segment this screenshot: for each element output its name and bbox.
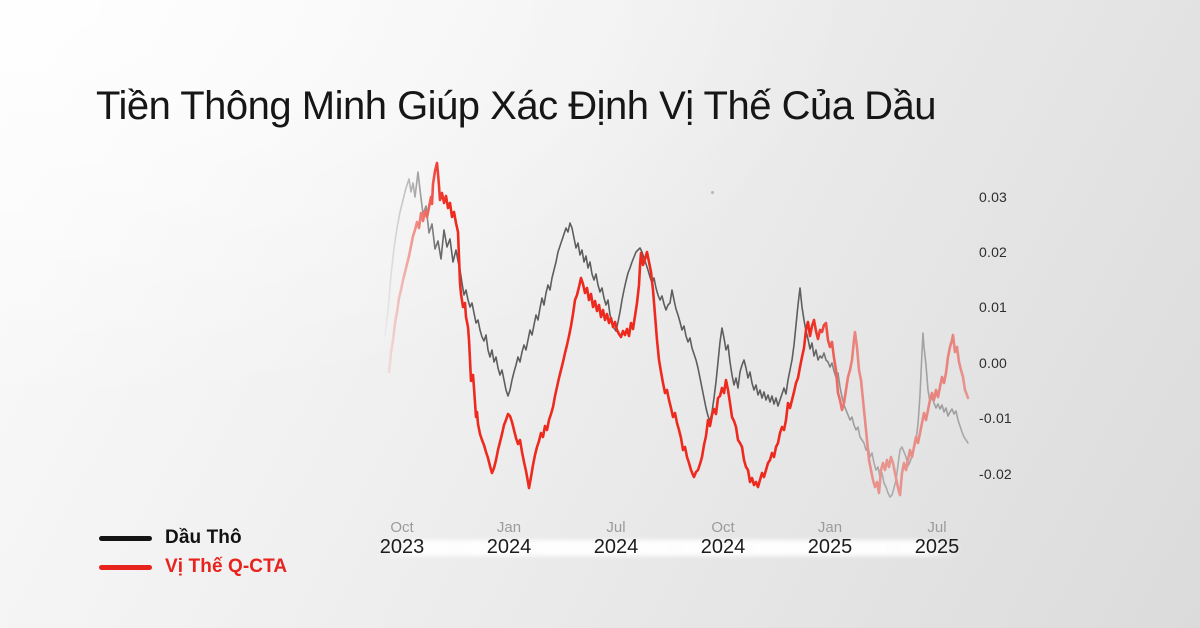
x-tick-month: Oct [390, 519, 414, 536]
x-tick-month: Jan [496, 519, 522, 536]
qcta-position-line [387, 161, 970, 497]
legend-line-swatch [99, 535, 152, 541]
x-tick-month: Jul [606, 519, 626, 536]
x-tick-label: Jan 2024 [487, 519, 532, 558]
y-tick-label: -0.01 [979, 410, 1012, 426]
x-tick-year: 2023 [379, 536, 425, 558]
x-tick-month: Jul [927, 519, 947, 536]
page-title: Tiền Thông Minh Giúp Xác Định Vị Thế Của… [96, 84, 936, 128]
y-tick-label: 0.02 [979, 244, 1008, 260]
x-tick-label: Oct 2024 [701, 519, 746, 558]
x-tick-year: 2024 [700, 536, 746, 558]
x-tick-label: Jul 2025 [915, 519, 960, 558]
x-tick-month: Jan [817, 519, 843, 536]
x-tick-year: 2024 [486, 536, 532, 558]
legend-label: Vị Thế Q-CTA [165, 556, 288, 577]
y-tick-label: 0.03 [979, 189, 1008, 205]
x-tick-label: Jul 2024 [594, 519, 639, 558]
y-tick-label: -0.02 [979, 466, 1012, 482]
y-tick-label: 0.01 [979, 299, 1008, 315]
legend-label: Dầu Thô [165, 527, 242, 548]
x-tick-year: 2025 [914, 536, 960, 558]
x-axis-highlight-band [383, 540, 963, 556]
legend-item: Vị Thế Q-CTA [99, 555, 287, 579]
y-tick-label: 0.00 [979, 355, 1008, 371]
series-group [384, 161, 970, 498]
x-tick-label: Oct 2023 [380, 519, 425, 558]
legend-line-swatch [99, 564, 152, 570]
legend: Dầu Thô Vị Thế Q-CTA [99, 526, 287, 579]
crude-oil-line [384, 171, 969, 498]
x-tick-label: Jan 2025 [808, 519, 853, 558]
x-tick-month: Oct [711, 519, 735, 536]
x-tick-year: 2024 [593, 536, 639, 558]
stray-dot [711, 191, 714, 194]
legend-item: Dầu Thô [99, 526, 287, 550]
x-tick-year: 2025 [807, 536, 853, 558]
